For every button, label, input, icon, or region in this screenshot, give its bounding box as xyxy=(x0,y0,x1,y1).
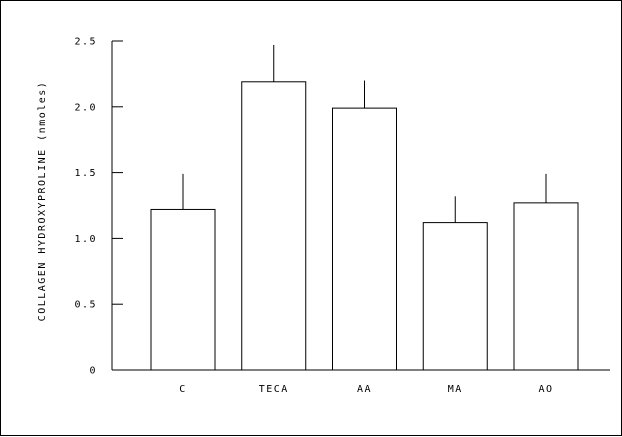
bars xyxy=(150,44,579,371)
y-tick-label: 1.5 xyxy=(74,168,97,179)
y-axis-title: COLLAGEN HYDROXYPROLINE (nmoles) xyxy=(37,81,48,322)
y-ticks: 0 0.5 1.0 1.5 2.0 2.5 xyxy=(74,37,123,377)
bar xyxy=(513,202,579,371)
x-category-label: TECA xyxy=(259,384,289,395)
bar xyxy=(241,81,307,371)
y-tick-label: 1.0 xyxy=(74,234,97,245)
y-tick-label: 2.0 xyxy=(74,102,97,113)
y-tick-label: 0.5 xyxy=(74,300,97,311)
bar xyxy=(332,107,397,371)
x-category-label: C xyxy=(179,384,187,395)
bar xyxy=(150,208,216,371)
y-tick-label: 2.5 xyxy=(74,37,97,48)
x-category-label: AO xyxy=(538,384,553,395)
x-category-label: AA xyxy=(357,384,372,395)
bar xyxy=(422,222,488,371)
x-category-label: MA xyxy=(448,384,463,395)
x-category-labels: C TECA AA MA AO xyxy=(179,384,553,395)
y-tick-label: 0 xyxy=(89,366,97,377)
